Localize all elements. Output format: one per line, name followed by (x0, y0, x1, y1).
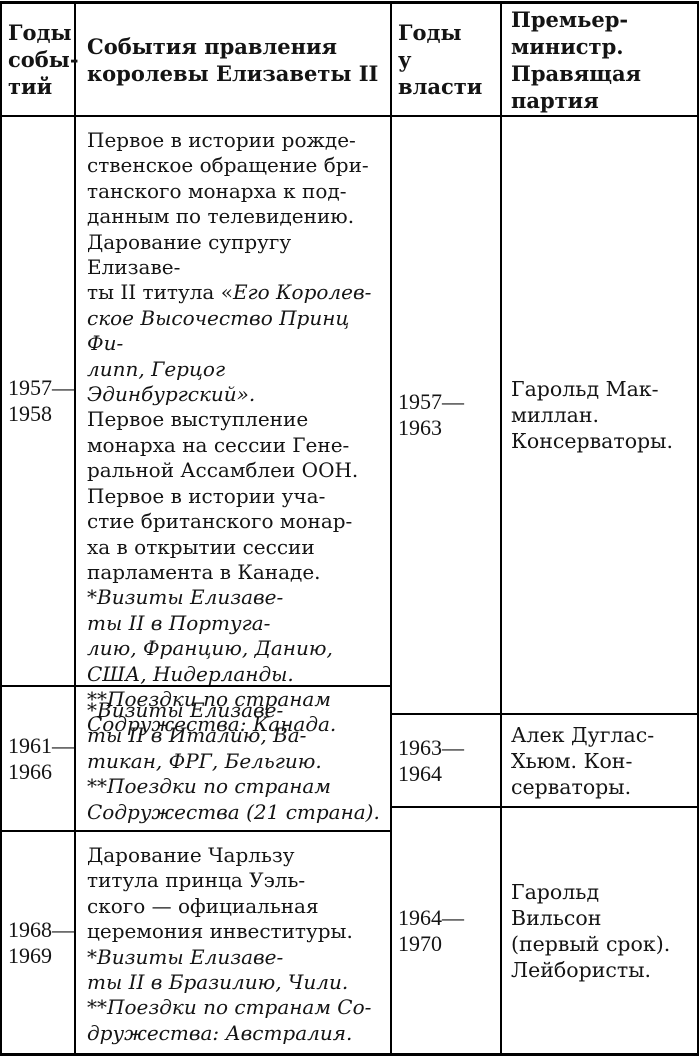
header-pm-party: Премьер- министр. Правящая партия (511, 6, 642, 113)
pm-row-douglas-home: 1963— 1964 Алек Дуглас- Хьюм. Кон- серва… (392, 715, 697, 808)
header-events: События правления королевы Елизаветы II (87, 33, 379, 86)
pm-row-macmillan: 1957— 1963 Гарольд Мак- миллан. Консерва… (392, 117, 697, 715)
event-text-regular: Первое выступление монарха на сессии Ген… (87, 407, 359, 584)
events-row-1961-1966: 1961— 1966 *Визиты Елизаве- ты II в Итал… (2, 687, 390, 832)
header-event-years: Годы собы- тий (2, 4, 79, 115)
pm-years-cell: 1957— 1963 (392, 117, 502, 713)
event-text-italic: Его Королев- ское Высочество Принц Фи- л… (87, 280, 372, 407)
event-years-cell: 1957— 1958 (2, 117, 76, 685)
event-years-cell: 1968— 1969 (2, 832, 76, 1053)
event-text-regular: Первое в истории рожде- ственское обраще… (87, 128, 369, 305)
pm-row-wilson: 1964— 1970 Гарольд Вильсон (первый срок)… (392, 808, 697, 1053)
event-text-italic: *Визиты Елизаве- ты II в Италию, Ва- тик… (87, 698, 380, 824)
pm-years-cell: 1964— 1970 (392, 808, 502, 1053)
event-text-cell: Дарование Чарльзу титула принца Уэль- ск… (76, 832, 390, 1053)
pm-name-cell: Гарольд Вильсон (первый срок). Лейборист… (511, 879, 671, 982)
pm-years-cell: 1963— 1964 (392, 715, 502, 806)
event-text-cell: Первое в истории рожде- ственское обраще… (76, 117, 390, 735)
events-row-1957-1958: 1957— 1958 Первое в истории рожде- ствен… (2, 117, 390, 735)
event-text-italic: *Визиты Елизаве- ты II в Португа- лию, Ф… (87, 585, 337, 737)
event-text-regular: Дарование Чарльзу титула принца Уэль- ск… (87, 843, 353, 944)
pm-name-cell: Гарольд Мак- миллан. Консерваторы. (511, 377, 674, 453)
header-row-left: Годы собы- тий События правления королев… (2, 4, 390, 117)
pm-column-group: Годы у власти Премьер- министр. Правящая… (392, 4, 697, 1053)
event-text-italic: *Визиты Елизаве- ты II в Бразилию, Чили.… (87, 944, 372, 1045)
events-row-1968-1969: 1968— 1969 Дарование Чарльзу титула прин… (2, 832, 390, 1053)
pm-name-cell: Алек Дуглас- Хьюм. Кон- серваторы. (511, 722, 655, 799)
events-column-group: Годы собы- тий События правления королев… (2, 4, 392, 1053)
header-row-right: Годы у власти Премьер- министр. Правящая… (392, 4, 697, 117)
header-power-years: Годы у власти (392, 4, 502, 115)
event-years-cell: 1961— 1966 (2, 687, 76, 830)
event-text-cell: *Визиты Елизаве- ты II в Италию, Ва- тик… (76, 687, 390, 830)
